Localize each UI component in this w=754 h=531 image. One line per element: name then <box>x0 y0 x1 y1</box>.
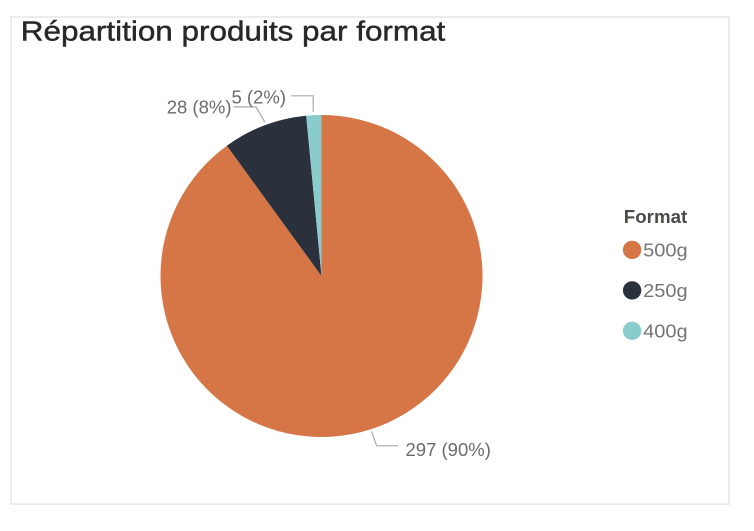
svg-text:28 (8%): 28 (8%) <box>167 97 232 118</box>
svg-text:Format: Format <box>624 207 688 227</box>
svg-text:297 (90%): 297 (90%) <box>406 439 491 460</box>
svg-text:500g: 500g <box>643 241 688 261</box>
svg-text:5 (2%): 5 (2%) <box>232 87 287 108</box>
svg-text:250g: 250g <box>643 281 688 301</box>
svg-text:400g: 400g <box>643 321 688 341</box>
svg-text:Répartition produits par forma: Répartition produits par format <box>21 15 446 46</box>
